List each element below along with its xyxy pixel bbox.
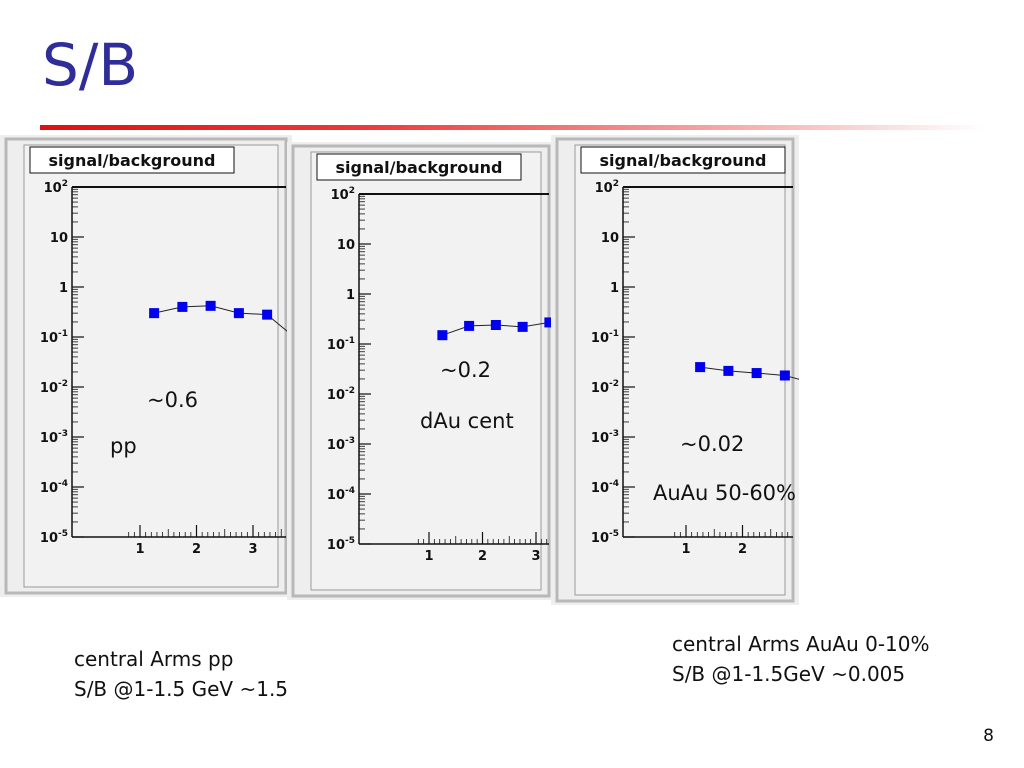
y-tick-label: 10-5 bbox=[591, 529, 619, 546]
data-point bbox=[437, 330, 448, 341]
y-tick-label: 10-3 bbox=[327, 436, 355, 453]
chart-title-box bbox=[29, 146, 235, 174]
y-tick-label: 10-3 bbox=[591, 429, 619, 446]
y-tick-label: 10-4 bbox=[327, 486, 355, 503]
data-point bbox=[233, 308, 244, 319]
x-tick-label: 2 bbox=[192, 542, 201, 557]
y-tick-label: 10-4 bbox=[40, 479, 68, 496]
x-tick-label: 1 bbox=[424, 549, 433, 564]
data-point bbox=[149, 308, 160, 319]
chart-panel-pp: signal/background 102 10 1 10-1 10-2 10-3 10-4 1… bbox=[0, 135, 292, 597]
x-tick-label: 2 bbox=[478, 549, 487, 564]
chart-panel-auau: signal/background 102 10 1 10-1 10-2 10-3 10-4 1… bbox=[551, 135, 799, 605]
y-tick-label: 10 bbox=[50, 231, 68, 246]
caption-left-line1: central Arms pp bbox=[74, 647, 234, 671]
data-point bbox=[779, 370, 790, 381]
data-point bbox=[751, 368, 762, 379]
x-tick-label: 1 bbox=[681, 542, 690, 557]
chart-svg: signal/background 102 10 1 10-1 10-2 10-3 10-4 1… bbox=[0, 135, 292, 597]
annotation-auau-value: ~0.02 bbox=[680, 432, 745, 456]
title-divider bbox=[40, 125, 985, 130]
annotation-dau-value: ~0.2 bbox=[440, 358, 491, 382]
plot-pad bbox=[23, 144, 279, 588]
y-tick-label: 10-2 bbox=[327, 386, 355, 403]
y-tick-label: 10-3 bbox=[40, 429, 68, 446]
y-tick-label: 10-2 bbox=[40, 379, 68, 396]
caption-right-line2: S/B @1-1.5GeV ~0.005 bbox=[672, 662, 906, 686]
y-tick-label: 102 bbox=[595, 179, 619, 196]
chart-panel-dau: signal/background 102 10 1 10-1 10-2 10-3 10-4 1… bbox=[287, 142, 555, 600]
chart-title-box bbox=[580, 146, 786, 174]
page-number: 8 bbox=[983, 726, 994, 746]
data-point bbox=[205, 300, 216, 311]
y-tick-label: 10-5 bbox=[40, 529, 68, 546]
x-tick-label: 1 bbox=[135, 542, 144, 557]
chart-title-box bbox=[316, 153, 522, 181]
panel-frame bbox=[291, 144, 551, 598]
y-tick-label: 10-5 bbox=[327, 536, 355, 553]
data-point bbox=[544, 317, 555, 328]
y-tick-label: 10-1 bbox=[327, 336, 355, 353]
caption-left: central Arms pp S/B @1-1.5 GeV ~1.5 bbox=[74, 644, 288, 704]
y-tick-label: 10 bbox=[601, 231, 619, 246]
y-tick-label: 10-1 bbox=[40, 329, 68, 346]
data-point bbox=[177, 301, 188, 312]
y-tick-label: 1 bbox=[346, 288, 355, 303]
data-point bbox=[517, 321, 528, 332]
y-tick-label: 10-1 bbox=[591, 329, 619, 346]
chart-title: signal/background bbox=[49, 151, 216, 170]
y-tick-label: 10-2 bbox=[591, 379, 619, 396]
annotation-auau-label: AuAu 50-60% bbox=[653, 481, 797, 505]
annotation-dau-label: dAu cent bbox=[420, 409, 514, 433]
y-tick-label: 102 bbox=[44, 179, 68, 196]
panel-frame bbox=[555, 137, 795, 603]
y-tick-label: 102 bbox=[331, 186, 355, 203]
y-tick-label: 10 bbox=[337, 238, 355, 253]
data-point bbox=[262, 309, 273, 320]
y-tick-label: 1 bbox=[59, 281, 68, 296]
annotation-pp-label: pp bbox=[110, 434, 137, 458]
y-tick-label: 10-4 bbox=[591, 479, 619, 496]
x-tick-label: 3 bbox=[248, 542, 257, 557]
annotation-pp-value: ~0.6 bbox=[147, 388, 198, 412]
plot-pad bbox=[310, 151, 542, 591]
x-tick-label: 2 bbox=[738, 542, 747, 557]
x-tick-label: 3 bbox=[531, 549, 540, 564]
data-point bbox=[490, 319, 501, 330]
slide-title: S/B bbox=[42, 31, 139, 99]
chart-title: signal/background bbox=[336, 158, 503, 177]
data-point bbox=[695, 362, 706, 373]
data-point bbox=[723, 365, 734, 376]
plot-pad bbox=[574, 144, 786, 596]
panel-frame bbox=[4, 137, 288, 595]
y-tick-label: 1 bbox=[610, 281, 619, 296]
chart-svg: signal/background 102 10 1 10-1 10-2 10-3 10-4 1… bbox=[551, 135, 799, 605]
chart-svg: signal/background 102 10 1 10-1 10-2 10-3 10-4 1… bbox=[287, 142, 555, 600]
caption-left-line2: S/B @1-1.5 GeV ~1.5 bbox=[74, 677, 289, 701]
caption-right: central Arms AuAu 0-10% S/B @1-1.5GeV ~0… bbox=[672, 629, 930, 689]
caption-right-line1: central Arms AuAu 0-10% bbox=[672, 632, 930, 656]
chart-title: signal/background bbox=[600, 151, 767, 170]
data-point bbox=[464, 320, 475, 331]
